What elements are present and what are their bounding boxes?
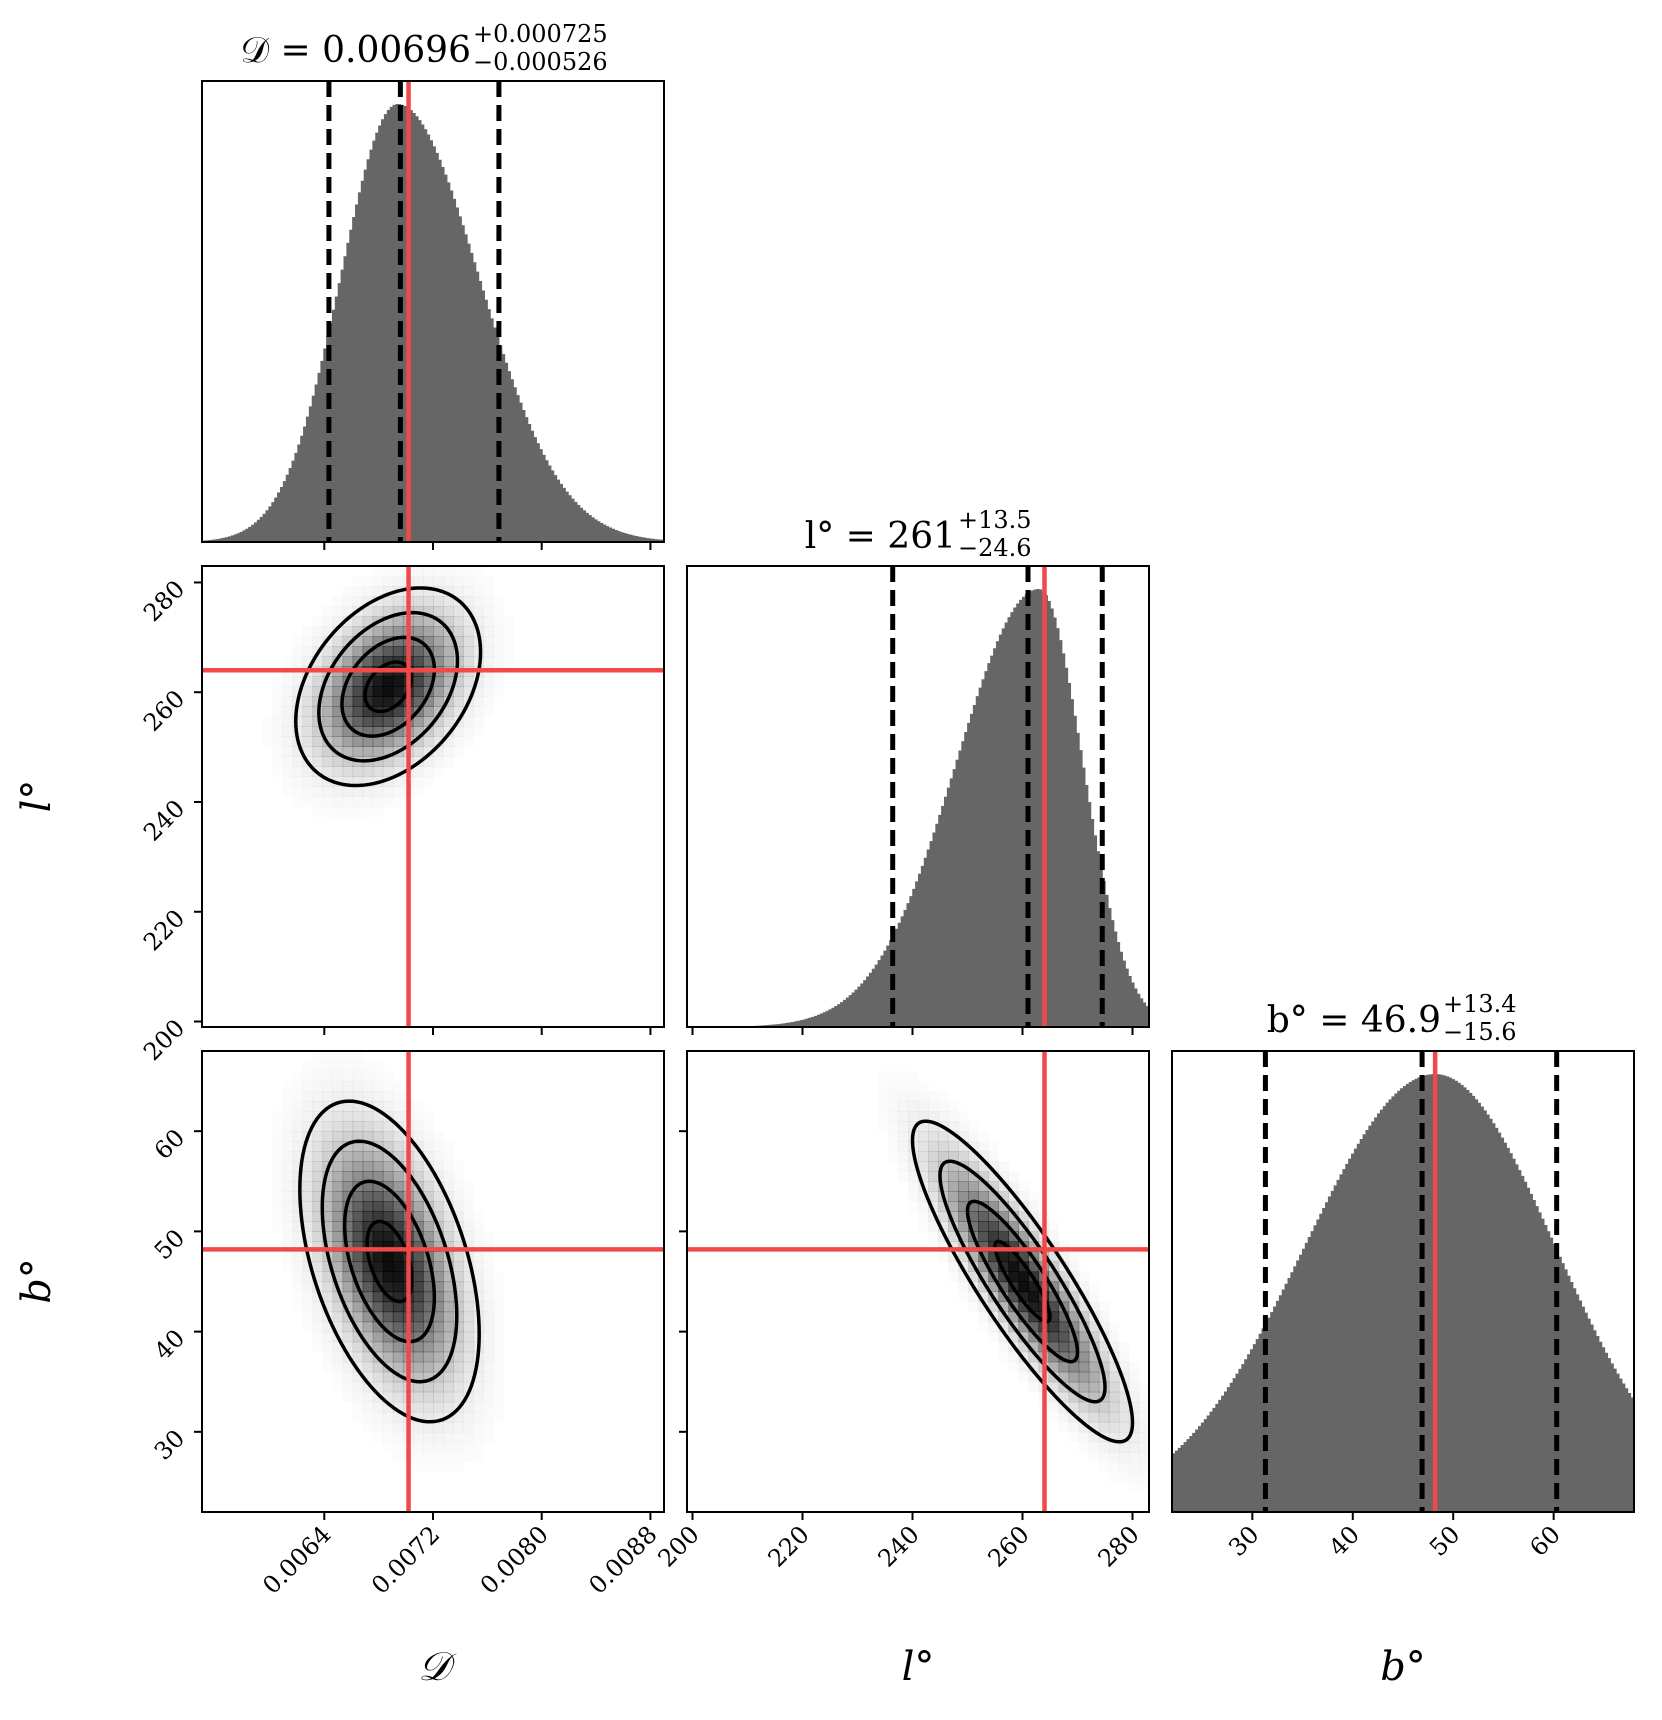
title-minus-error-D: −0.000526 — [473, 48, 608, 76]
x-tick-label-l-3: 260 — [983, 1520, 1035, 1572]
x-tick-label-b-2: 50 — [1424, 1520, 1465, 1561]
contour-3-D-l — [317, 610, 460, 763]
x-tick-label-b-0: 30 — [1223, 1520, 1264, 1561]
contour-4-D-l — [294, 586, 483, 788]
x-tick-label-l-2: 240 — [873, 1520, 925, 1572]
contour-2-D-b — [342, 1179, 437, 1344]
y-tick-label-b-2: 50 — [149, 1224, 190, 1265]
contour-1-D-l — [363, 660, 414, 714]
histogram-l — [686, 565, 1150, 1028]
contour-4-D-b — [298, 1099, 481, 1424]
x-tick-label-b-1: 40 — [1324, 1520, 1365, 1561]
y-tick-label-b-3: 60 — [149, 1124, 190, 1165]
x-axis-label-b: b° — [1380, 1644, 1426, 1690]
contour-2-l-b — [965, 1199, 1080, 1364]
y-axis-label-l: l° — [14, 780, 60, 813]
histogram-b — [1171, 1050, 1635, 1513]
y-tick-label-l-1: 220 — [138, 904, 190, 956]
title-value-b: b° = 46.9 — [1267, 1000, 1441, 1041]
histogram-bars-D — [202, 104, 664, 542]
axes-frame-l-b — [686, 1050, 1150, 1513]
density-panel-D-l — [201, 565, 665, 1028]
density-panel-D-b — [201, 1050, 665, 1513]
histogram-bars-b — [1172, 1074, 1634, 1512]
y-tick-label-l-4: 280 — [138, 575, 190, 627]
x-axis-label-D: 𝒟 — [418, 1644, 457, 1690]
x-tick-label-D-0: 0.0064 — [257, 1520, 336, 1599]
x-tick-label-b-3: 60 — [1524, 1520, 1565, 1561]
title-value-l: l° = 261 — [805, 516, 956, 557]
title-l: l° = 261 +13.5−24.6 — [805, 506, 1032, 562]
x-tick-label-l-4: 280 — [1093, 1520, 1145, 1572]
x-axis-label-l: l° — [902, 1644, 935, 1690]
x-tick-label-D-3: 0.0088 — [583, 1520, 662, 1599]
axes-frame-hist-l — [686, 565, 1150, 1028]
title-plus-error-D: +0.000725 — [473, 20, 608, 48]
x-tick-label-D-2: 0.0080 — [475, 1520, 554, 1599]
y-tick-label-l-2: 240 — [138, 794, 190, 846]
y-tick-label-l-3: 260 — [138, 685, 190, 737]
histogram-D — [201, 80, 665, 543]
histogram-bars-l — [687, 589, 1149, 1027]
contour-3-D-b — [320, 1139, 459, 1384]
y-tick-label-b-0: 30 — [149, 1424, 190, 1465]
title-b: b° = 46.9 +13.4−15.6 — [1267, 990, 1517, 1046]
x-tick-label-D-1: 0.0072 — [366, 1520, 445, 1599]
axes-frame-hist-b — [1171, 1050, 1635, 1513]
contour-1-l-b — [993, 1239, 1052, 1324]
contour-4-l-b — [910, 1119, 1135, 1444]
y-tick-label-b-1: 40 — [149, 1324, 190, 1365]
title-D: 𝒟 = 0.00696 +0.000725−0.000526 — [240, 20, 607, 76]
title-plus-error-l: +13.5 — [958, 506, 1032, 534]
density-panel-l-b — [686, 1050, 1150, 1513]
contour-2-D-l — [340, 635, 437, 738]
y-axis-label-b: b° — [14, 1258, 60, 1304]
title-minus-error-l: −24.6 — [958, 534, 1032, 562]
contour-1-D-b — [365, 1219, 414, 1304]
title-value-D: 𝒟 = 0.00696 — [240, 30, 471, 71]
x-tick-label-l-0: 200 — [653, 1520, 705, 1572]
title-plus-error-b: +13.4 — [1443, 990, 1517, 1018]
y-tick-label-l-0: 200 — [138, 1014, 190, 1066]
title-minus-error-b: −15.6 — [1443, 1018, 1517, 1046]
x-tick-label-l-1: 220 — [763, 1520, 815, 1572]
contour-3-l-b — [938, 1159, 1107, 1404]
